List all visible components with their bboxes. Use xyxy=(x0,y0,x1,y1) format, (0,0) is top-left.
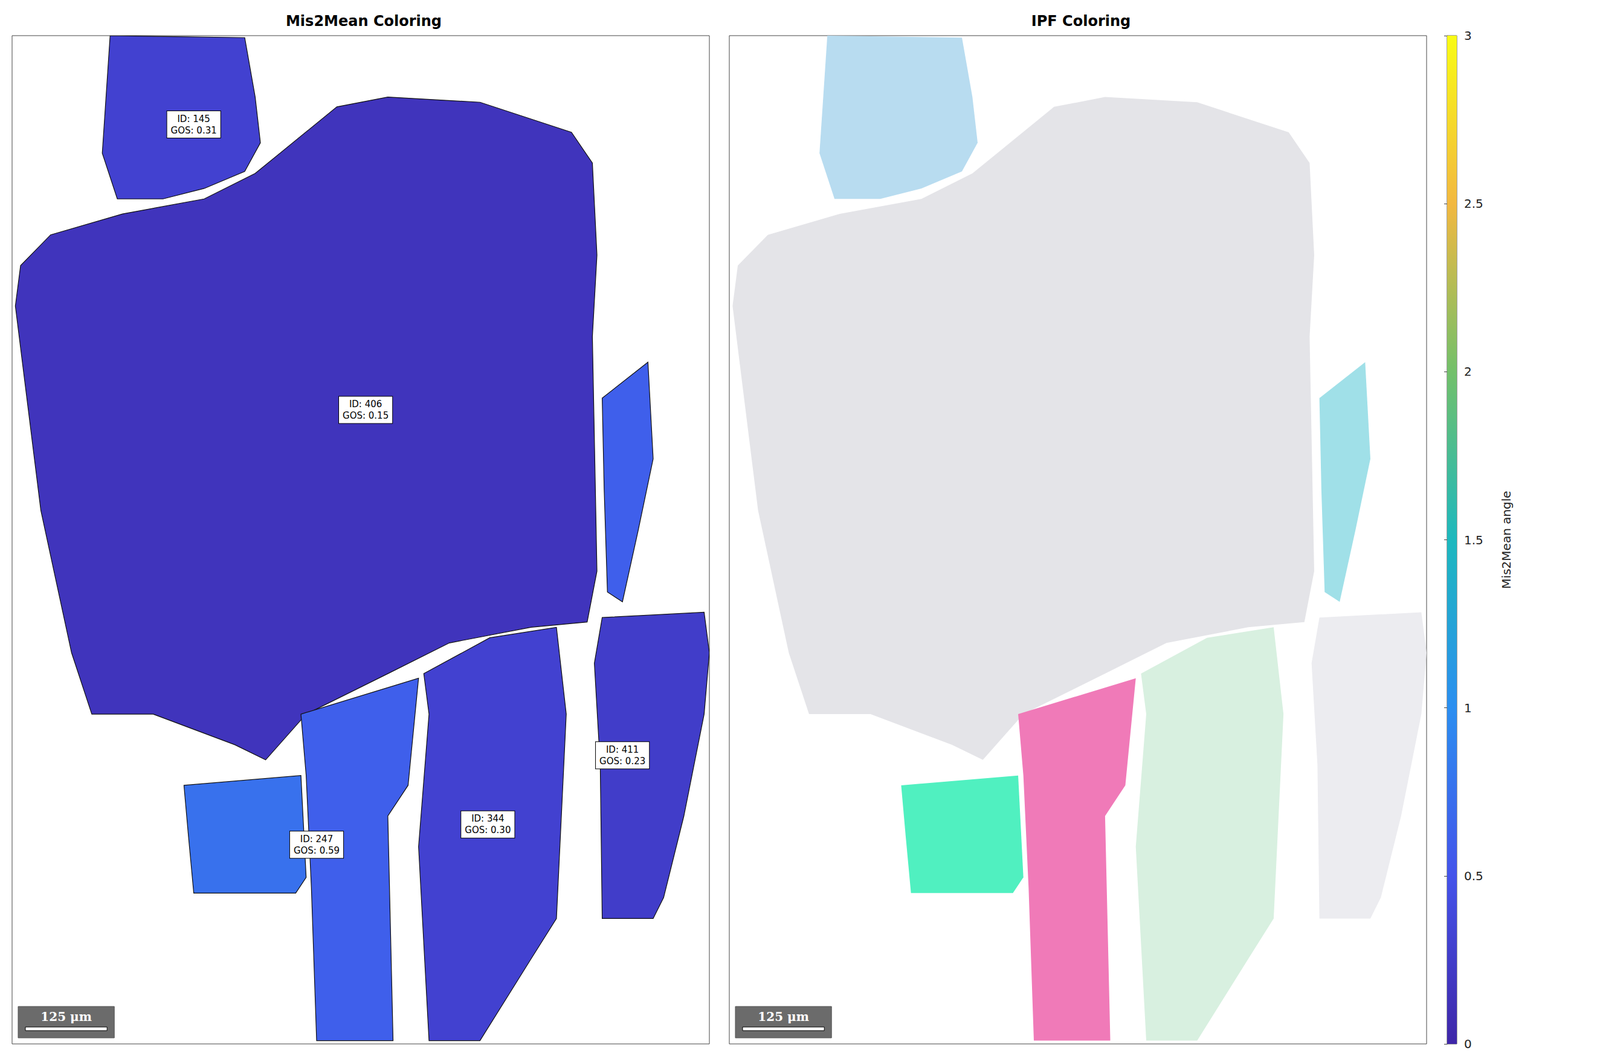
svg-text:2.5: 2.5 xyxy=(1464,196,1484,211)
svg-text:0.5: 0.5 xyxy=(1464,868,1484,884)
svg-text:ID: 406: ID: 406 xyxy=(349,398,382,410)
svg-text:IPF Coloring: IPF Coloring xyxy=(1031,12,1131,30)
svg-text:GOS: 0.59: GOS: 0.59 xyxy=(293,845,340,857)
svg-text:GOS: 0.31: GOS: 0.31 xyxy=(170,125,217,136)
svg-text:3: 3 xyxy=(1464,28,1472,43)
svg-text:1.5: 1.5 xyxy=(1464,532,1484,548)
svg-text:125 μm: 125 μm xyxy=(757,1009,810,1025)
svg-text:Mis2Mean angle: Mis2Mean angle xyxy=(1499,490,1514,589)
svg-text:ID: 344: ID: 344 xyxy=(471,813,504,825)
svg-text:GOS: 0.15: GOS: 0.15 xyxy=(342,410,389,422)
svg-text:ID: 145: ID: 145 xyxy=(177,113,210,125)
svg-text:125 μm: 125 μm xyxy=(40,1009,92,1025)
svg-text:1: 1 xyxy=(1464,700,1472,716)
svg-text:Mis2Mean Coloring: Mis2Mean Coloring xyxy=(285,12,442,30)
svg-text:ID: 411: ID: 411 xyxy=(606,744,639,756)
svg-text:GOS: 0.23: GOS: 0.23 xyxy=(599,755,646,767)
svg-text:GOS: 0.30: GOS: 0.30 xyxy=(464,824,511,836)
svg-text:2: 2 xyxy=(1464,364,1472,379)
svg-text:0: 0 xyxy=(1464,1036,1472,1052)
svg-text:ID: 247: ID: 247 xyxy=(300,833,333,845)
